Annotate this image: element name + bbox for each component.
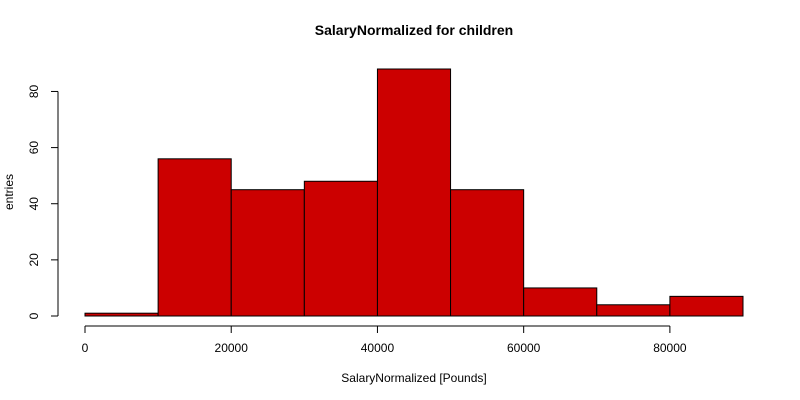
x-tick-label-2: 40000: [361, 341, 395, 355]
histogram-bar-4: [376, 68, 452, 317]
x-axis-label: SalaryNormalized [Pounds]: [341, 371, 486, 385]
x-axis: 0 20000 40000 60000 80000: [82, 325, 687, 355]
y-tick-label-2: 40: [27, 197, 41, 211]
histogram-bar-3: [303, 180, 378, 317]
histogram-bar-0: [84, 312, 159, 317]
x-tick-label-4: 80000: [653, 341, 687, 355]
histogram-bar-5: [450, 189, 525, 317]
x-tick-label-0: 0: [82, 341, 89, 355]
histogram-bar-6: [523, 287, 598, 317]
histogram-bar-2: [230, 189, 305, 317]
y-tick-label-0: 0: [27, 312, 41, 319]
histogram-bar-1: [157, 158, 232, 317]
y-tick-label-4: 80: [27, 84, 41, 98]
bars-group: [84, 68, 744, 317]
chart-title: SalaryNormalized for children: [315, 22, 513, 38]
x-tick-label-3: 60000: [507, 341, 541, 355]
x-tick-label-1: 20000: [215, 341, 249, 355]
y-axis-label: entries: [2, 174, 16, 210]
histogram-bar-8: [669, 295, 744, 317]
histogram-bar-7: [596, 304, 671, 317]
y-tick-label-1: 20: [27, 253, 41, 267]
y-tick-label-3: 60: [27, 141, 41, 155]
y-axis: 0 20 40 60 80: [27, 84, 59, 319]
